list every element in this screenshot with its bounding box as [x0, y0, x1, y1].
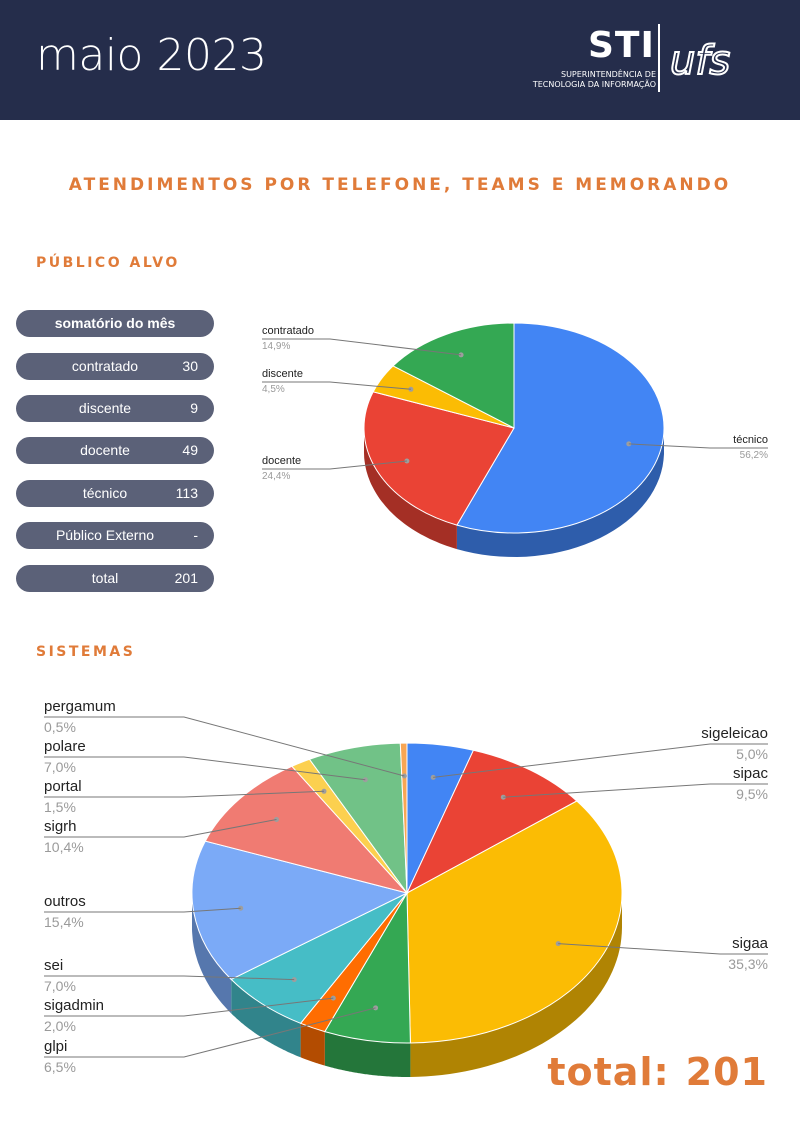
summary-row-docente: docente 49	[16, 437, 214, 464]
leader-line-tecnico	[628, 443, 768, 449]
summary-header: somatório do mês	[16, 310, 214, 337]
leader-line-contratado	[262, 338, 462, 356]
slice-label-sigadmin: sigadmin	[44, 997, 104, 1014]
pie-slice-pergamum	[399, 742, 408, 894]
slice-label-pergamum: pergamum	[44, 698, 116, 715]
slice-label-tecnico: técnico	[733, 434, 768, 446]
section-title-publico: PÚBLICO ALVO	[36, 255, 180, 271]
leader-line-sigeleicao	[433, 743, 768, 778]
slice-percent-sigaa: 35,3%	[728, 956, 768, 972]
pie-side-outros	[192, 893, 232, 1014]
pie-side-tecnico	[456, 430, 664, 557]
pie-side-walls	[364, 428, 664, 557]
header-banner: maio 2023 STI SUPERINTENDÊNCIA DE TECNOL…	[0, 0, 800, 120]
slice-percent-sipac: 9,5%	[736, 786, 768, 802]
slice-percent-sei: 7,0%	[44, 978, 76, 994]
pie-side-docente	[364, 428, 457, 550]
leader-line-portal	[44, 790, 325, 798]
logo-divider	[658, 24, 660, 92]
leader-line-sipac	[503, 783, 768, 798]
slice-percent-discente: 4,5%	[262, 384, 285, 395]
svg-text:ufs: ufs	[670, 38, 730, 84]
pie-slice-outros	[191, 840, 409, 981]
publico-pie-chart: técnico 56,2% docente 24,4% discente 4,5% cont…	[262, 322, 768, 557]
section-title-sistemas: SISTEMAS	[36, 644, 136, 660]
report-month: maio 2023	[36, 30, 267, 81]
leader-line-sei	[44, 975, 295, 981]
pie-slice-sigaa	[406, 800, 623, 1044]
pie-labels: técnico 56,2% docente 24,4% discente 4,5% cont…	[262, 325, 768, 482]
slice-percent-sigeleicao: 5,0%	[736, 746, 768, 762]
leader-line-pergamum	[44, 716, 405, 777]
slice-percent-tecnico: 56,2%	[740, 450, 768, 461]
page-title: ATENDIMENTOS POR TELEFONE, TEAMS E MEMOR…	[68, 175, 732, 195]
leader-line-discente	[262, 381, 411, 390]
sti-logo-subtitle: SUPERINTENDÊNCIA DE TECNOLOGIA DA INFORM…	[532, 70, 656, 89]
slice-label-sigeleicao: sigeleicao	[701, 725, 768, 742]
slice-label-polare: polare	[44, 738, 86, 755]
slice-label-docente: docente	[262, 455, 301, 467]
slice-label-glpi: glpi	[44, 1038, 67, 1055]
ufs-logo: ufs	[669, 37, 731, 85]
slice-percent-sigrh: 10,4%	[44, 839, 84, 855]
pie-side-sei	[231, 979, 301, 1058]
grand-total: total: 201	[547, 1050, 768, 1094]
summary-row-contratado: contratado 30	[16, 353, 214, 380]
slice-percent-sigadmin: 2,0%	[44, 1018, 76, 1034]
summary-row-discente: discente 9	[16, 395, 214, 422]
slice-percent-glpi: 6,5%	[44, 1059, 76, 1075]
pie-top	[191, 742, 623, 1044]
slice-percent-outros: 15,4%	[44, 914, 84, 930]
leader-line-outros	[44, 907, 241, 913]
slice-label-discente: discente	[262, 368, 303, 380]
pie-labels: sigeleicao 5,0% sipac 9,5% sigaa 35,3% glpi 6,5…	[44, 698, 769, 1075]
slice-label-sigaa: sigaa	[732, 935, 769, 952]
summary-row-publico-externo: Público Externo -	[16, 522, 214, 549]
pie-slice-docente	[363, 391, 515, 526]
leader-line-docente	[262, 460, 407, 470]
slice-percent-pergamum: 0,5%	[44, 719, 76, 735]
sti-logo: STI	[588, 25, 655, 66]
slice-label-sipac: sipac	[733, 765, 769, 782]
slice-percent-polare: 7,0%	[44, 759, 76, 775]
pie-side-sigaa	[410, 893, 622, 1077]
slice-label-contratado: contratado	[262, 325, 314, 337]
leader-line-sigrh	[44, 819, 277, 838]
slice-percent-portal: 1,5%	[44, 799, 76, 815]
leader-line-sigadmin	[44, 997, 334, 1017]
summary-row-tecnico: técnico 113	[16, 480, 214, 507]
slice-label-portal: portal	[44, 778, 82, 795]
pie-slice-sipac	[405, 749, 578, 895]
slice-label-sigrh: sigrh	[44, 818, 77, 835]
leader-line-glpi	[44, 1007, 376, 1058]
summary-row-total: total 201	[16, 565, 214, 592]
leader-line-sigaa	[558, 943, 768, 955]
slice-percent-docente: 24,4%	[262, 471, 290, 482]
leader-line-polare	[44, 756, 366, 781]
slice-label-outros: outros	[44, 893, 86, 910]
pie-top	[363, 322, 665, 534]
slice-label-sei: sei	[44, 957, 63, 974]
pie-slice-tecnico	[456, 322, 665, 534]
slice-percent-contratado: 14,9%	[262, 341, 290, 352]
pie-slice-contratado	[392, 322, 515, 429]
pie-side-sigadmin	[300, 1023, 325, 1066]
